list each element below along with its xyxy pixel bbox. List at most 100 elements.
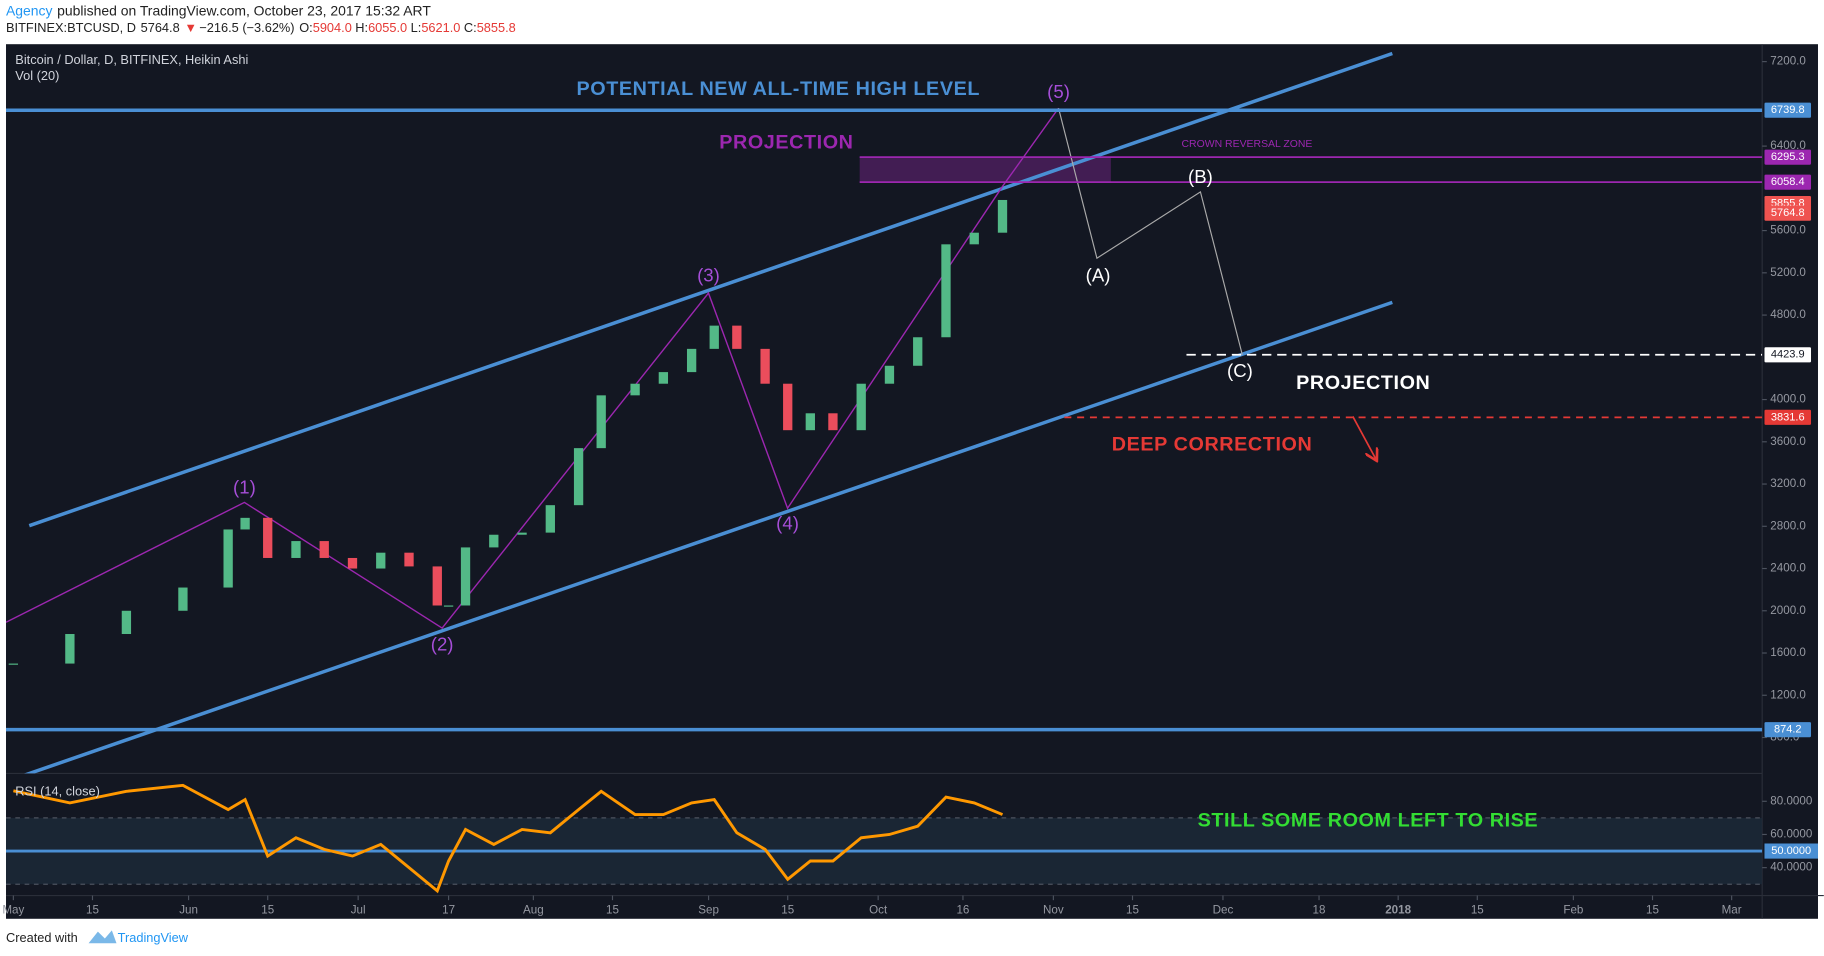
x-tick-label: 15 bbox=[261, 904, 274, 917]
rsi-pane bbox=[6, 783, 1763, 894]
candle bbox=[240, 517, 250, 530]
l-label: L: bbox=[411, 20, 422, 35]
y-tick-label: 5600.0 bbox=[1770, 224, 1806, 237]
x-tick-label: Sep bbox=[698, 904, 719, 917]
y-tick-label: 1600.0 bbox=[1770, 646, 1806, 659]
wave-label: (4) bbox=[776, 512, 799, 533]
candle bbox=[347, 557, 358, 569]
change: −216.5 (−3.62%) bbox=[199, 20, 294, 35]
candle bbox=[658, 372, 669, 384]
candle bbox=[573, 448, 584, 506]
candle bbox=[376, 552, 386, 569]
rsi-tick-label: 40.0000 bbox=[1770, 861, 1813, 874]
candle bbox=[709, 325, 719, 349]
y-tick-label: 5200.0 bbox=[1770, 266, 1806, 279]
y-tick-label: 1200.0 bbox=[1770, 688, 1806, 701]
price-level-box bbox=[1764, 409, 1812, 425]
o-label: O: bbox=[299, 20, 312, 35]
price-level-label: 874.2 bbox=[1774, 724, 1802, 736]
low: 5621.0 bbox=[421, 20, 460, 35]
x-tick-label: 15 bbox=[1646, 904, 1659, 917]
price-level-label: 6295.3 bbox=[1771, 151, 1805, 163]
lower-channel bbox=[24, 300, 1393, 774]
x-tick-label: 15 bbox=[1126, 904, 1139, 917]
rsi-level-box bbox=[1764, 843, 1818, 859]
volume-label: Vol (20) bbox=[15, 68, 59, 83]
upper-channel bbox=[28, 51, 1393, 528]
x-tick-label: 2018 bbox=[1385, 904, 1411, 917]
x-tick-label: 16 bbox=[956, 904, 969, 917]
price-level-box bbox=[1764, 722, 1812, 738]
x-tick-label: 15 bbox=[1471, 904, 1484, 917]
price-level-label: 6058.4 bbox=[1771, 176, 1805, 188]
footer-brand[interactable]: TradingView bbox=[118, 930, 189, 945]
y-tick-label: 2000.0 bbox=[1770, 604, 1806, 617]
price-level-label: 6739.8 bbox=[1771, 104, 1805, 116]
y-tick-label: 3200.0 bbox=[1770, 477, 1806, 490]
x-tick-label: 18 bbox=[1313, 904, 1326, 917]
open: 5904.0 bbox=[313, 20, 352, 35]
y-tick-label: 4000.0 bbox=[1770, 393, 1806, 406]
candle bbox=[319, 541, 329, 558]
correction-arrow bbox=[1352, 415, 1376, 459]
annotation: STILL SOME ROOM LEFT TO RISE bbox=[1198, 809, 1539, 831]
x-tick-label: 17 bbox=[442, 904, 455, 917]
y-tick-label: 4800.0 bbox=[1770, 308, 1806, 321]
y-tick-label: 7200.0 bbox=[1770, 55, 1806, 68]
arrow: ▼ bbox=[184, 20, 197, 35]
close: 5855.8 bbox=[477, 20, 516, 35]
annotation: DEEP CORRECTION bbox=[1112, 434, 1313, 456]
candle bbox=[263, 517, 273, 558]
candle bbox=[805, 413, 815, 431]
price-level-box bbox=[1764, 102, 1812, 118]
candle bbox=[596, 395, 606, 449]
candle bbox=[630, 383, 640, 396]
wave-label: (A) bbox=[1086, 265, 1111, 286]
candle bbox=[489, 534, 499, 548]
rsi-title: RSI (14, close) bbox=[15, 783, 100, 798]
candle bbox=[997, 199, 1008, 233]
c-label: C: bbox=[464, 20, 477, 35]
x-tick-label: 15 bbox=[606, 904, 619, 917]
candle bbox=[856, 383, 866, 431]
y-tick-label: 6400.0 bbox=[1770, 139, 1806, 152]
candle bbox=[178, 587, 188, 611]
wave-label: (3) bbox=[697, 265, 720, 286]
candle bbox=[732, 325, 742, 349]
wave-label: (1) bbox=[233, 476, 256, 497]
author[interactable]: Agency bbox=[6, 2, 53, 18]
main-pane bbox=[6, 51, 1763, 774]
wave-label: (5) bbox=[1047, 81, 1070, 102]
candle bbox=[517, 532, 527, 535]
rsi-tick-label: 60.0000 bbox=[1770, 828, 1813, 841]
ticker-line: BITFINEX:BTCUSD, D 5764.8 ▼ −216.5 (−3.62%)… bbox=[6, 20, 516, 35]
candle bbox=[969, 232, 979, 245]
x-tick-label: Mar bbox=[1722, 904, 1742, 917]
price-level-label: 5764.8 bbox=[1771, 207, 1805, 219]
brand-logo bbox=[88, 930, 117, 944]
x-tick-label: Nov bbox=[1043, 904, 1064, 917]
rsi-level-label: 50.0000 bbox=[1771, 845, 1811, 857]
published: published on TradingView.com, October 23… bbox=[57, 2, 431, 18]
wave-label: (B) bbox=[1188, 166, 1213, 187]
annotation: POTENTIAL NEW ALL-TIME HIGH LEVEL bbox=[576, 78, 980, 100]
price-level-box bbox=[1764, 205, 1812, 221]
footer-created: Created with bbox=[6, 930, 78, 945]
candle bbox=[884, 365, 895, 384]
x-tick-label: Jul bbox=[351, 904, 366, 917]
annotation: CROWN REVERSAL ZONE bbox=[1182, 139, 1313, 150]
wave-label: (2) bbox=[431, 633, 454, 654]
candle bbox=[783, 383, 793, 431]
candle bbox=[404, 552, 414, 567]
candle bbox=[941, 244, 951, 338]
price-level-box bbox=[1764, 347, 1812, 363]
chart-title: Bitcoin / Dollar, D, BITFINEX, Heikin As… bbox=[15, 52, 248, 67]
candle bbox=[121, 610, 132, 635]
wave-label: (C) bbox=[1227, 360, 1253, 381]
x-tick-label: May bbox=[2, 904, 24, 917]
candle bbox=[828, 413, 838, 431]
x-tick-label: Aug bbox=[523, 904, 544, 917]
candle bbox=[760, 348, 770, 384]
candle bbox=[443, 605, 454, 607]
last: 5764.8 bbox=[141, 20, 180, 35]
